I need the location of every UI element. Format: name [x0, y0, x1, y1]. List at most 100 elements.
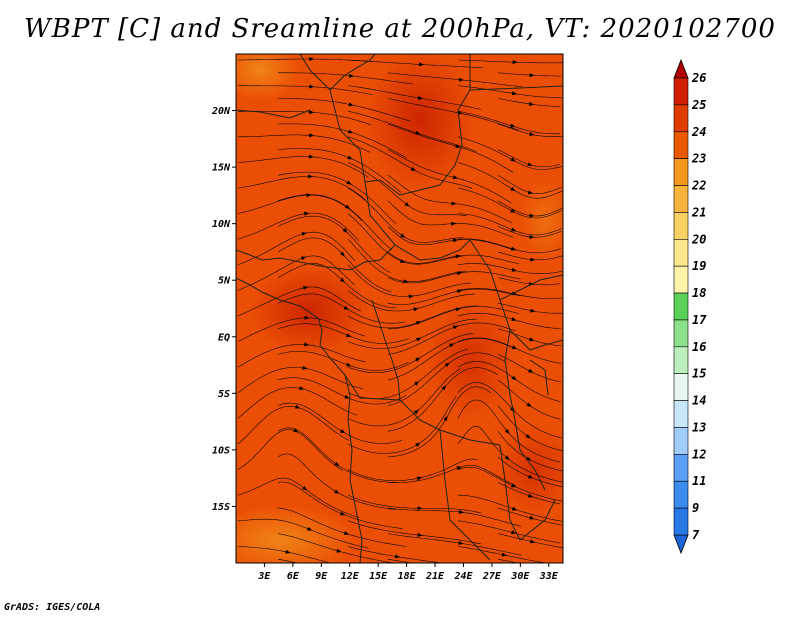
- streamline: [497, 277, 561, 286]
- streamline-arrow: [504, 429, 510, 435]
- streamline: [457, 136, 562, 170]
- streamline-arrow: [416, 337, 422, 342]
- lon-label: 30E: [510, 571, 530, 582]
- streamline-arrow: [452, 238, 459, 243]
- streamline: [238, 134, 371, 153]
- lon-tick: 3E: [257, 563, 271, 582]
- streamline-arrow: [449, 343, 455, 348]
- colorbar-label: 15: [692, 367, 706, 381]
- streamline-arrow: [529, 337, 535, 342]
- streamline-arrow: [501, 552, 507, 557]
- streamline-arrow: [458, 540, 464, 545]
- streamline-arrow: [346, 362, 352, 367]
- streamline-arrow: [511, 317, 517, 321]
- colorbar-box: [673, 185, 689, 213]
- lat-label: EQ: [218, 332, 230, 343]
- streamline: [387, 322, 516, 355]
- streamline-arrow: [400, 233, 406, 238]
- streamline: [277, 533, 392, 563]
- streamline: [237, 231, 356, 266]
- streamline-arrow: [530, 308, 536, 313]
- streamline-arrow: [309, 133, 315, 138]
- streamline-arrow: [528, 368, 534, 373]
- streamline-arrow: [293, 428, 299, 433]
- lon-tick: 15E: [369, 563, 388, 582]
- streamline: [237, 429, 344, 471]
- colorbar-box: [673, 238, 689, 267]
- streamline-arrow: [413, 381, 420, 386]
- lon-label: 9E: [315, 571, 328, 582]
- streamline: [277, 148, 402, 193]
- lat-tick: 10N: [212, 219, 236, 230]
- streamline: [457, 520, 561, 544]
- colorbar-label: 26: [691, 71, 706, 85]
- streamline-arrow: [455, 307, 462, 312]
- streamline-arrow: [301, 231, 308, 236]
- streamline: [277, 171, 396, 224]
- streamline: [387, 558, 412, 563]
- streamline: [387, 507, 522, 527]
- streamline-arrow: [456, 466, 462, 471]
- streamline-arrow: [511, 227, 517, 232]
- streamline: [347, 162, 467, 216]
- streamline-arrow: [417, 532, 423, 537]
- streamline-arrow: [306, 193, 312, 198]
- streamline-arrow: [527, 162, 533, 167]
- colorbar-label: 21: [691, 205, 706, 219]
- lon-label: 24E: [453, 571, 473, 582]
- colorbar-label: 13: [692, 420, 706, 434]
- lon-tick: 30E: [510, 563, 530, 582]
- lon-label: 21E: [425, 571, 445, 582]
- streamline-arrow: [346, 180, 352, 185]
- streamline: [237, 518, 369, 549]
- streamline: [387, 288, 521, 305]
- streamline: [457, 382, 562, 439]
- colorbar-box: [673, 77, 689, 106]
- streamline-arrow: [308, 154, 314, 159]
- streamline: [347, 494, 482, 514]
- colorbar-label: 24: [691, 125, 706, 139]
- streamline-arrow: [415, 357, 421, 362]
- streamline: [347, 187, 464, 243]
- streamline: [387, 338, 512, 381]
- streamline-arrow: [343, 305, 349, 310]
- streamline: [387, 251, 519, 265]
- streamline-arrow: [339, 277, 345, 283]
- streamline-arrow: [528, 101, 535, 106]
- streamline: [237, 367, 363, 394]
- streamline: [237, 212, 359, 241]
- streamline-arrow: [512, 60, 518, 65]
- streamline-arrow: [348, 102, 354, 107]
- lon-label: 12E: [341, 571, 360, 582]
- streamline-arrow: [348, 73, 355, 78]
- streamline: [277, 215, 391, 273]
- lat-label: 20N: [211, 106, 231, 117]
- streamline: [497, 379, 561, 420]
- streamline: [387, 386, 491, 458]
- streamline-arrow: [451, 221, 457, 226]
- streamline-arrow: [415, 321, 422, 325]
- streamline: [457, 238, 561, 254]
- streamline: [497, 405, 563, 452]
- streamline-arrow: [457, 289, 463, 294]
- streamline: [347, 239, 467, 282]
- streamline: [237, 255, 355, 291]
- streamline-arrow: [529, 235, 535, 240]
- streamline: [457, 361, 561, 402]
- streamline-arrow: [528, 190, 534, 195]
- streamline: [237, 317, 366, 342]
- wbpt-field: [236, 54, 563, 563]
- streamline: [237, 387, 358, 419]
- colorbar-label: 7: [692, 528, 700, 542]
- colorbar-label: 22: [691, 179, 706, 193]
- streamline-arrow: [416, 476, 423, 481]
- streamline: [278, 72, 413, 85]
- streamline: [497, 302, 563, 314]
- streamline: [497, 72, 561, 77]
- streamline: [457, 399, 561, 463]
- streamline: [347, 546, 440, 563]
- streamline: [497, 328, 562, 347]
- streamline-arrow: [299, 386, 305, 390]
- streamline-arrow: [302, 485, 308, 491]
- streamline: [387, 149, 512, 204]
